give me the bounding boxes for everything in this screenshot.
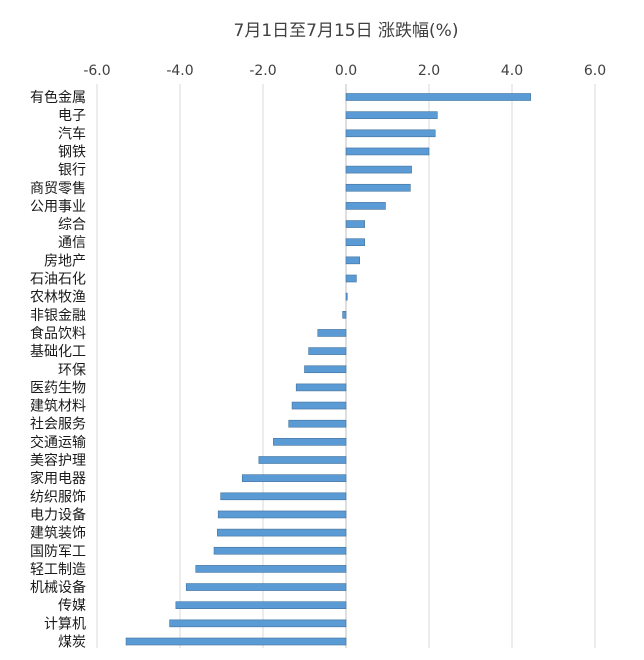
x-tick-label: -6.0 bbox=[83, 63, 110, 79]
bar bbox=[345, 93, 531, 101]
category-label: 轻工制造 bbox=[30, 562, 86, 578]
bar bbox=[295, 383, 347, 392]
bar bbox=[291, 401, 347, 410]
category-label: 煤炭 bbox=[58, 635, 86, 651]
category-label: 通信 bbox=[58, 235, 86, 251]
category-label: 银行 bbox=[58, 163, 86, 179]
category-label: 有色金属 bbox=[30, 89, 86, 106]
category-label: 房地产 bbox=[44, 253, 86, 269]
category-label: 建筑装饰 bbox=[30, 526, 86, 542]
bar bbox=[241, 474, 347, 482]
category-labels: 有色金属电子汽车钢铁银行商贸零售公用事业综合通信房地产石油石化农林牧渔非银金融食… bbox=[30, 89, 86, 651]
category-label: 计算机 bbox=[44, 616, 86, 632]
category-label: 公用事业 bbox=[30, 199, 86, 215]
category-label: 社会服务 bbox=[30, 417, 86, 433]
category-label: 美容护理 bbox=[30, 452, 86, 469]
category-label: 环保 bbox=[58, 362, 86, 378]
category-label: 综合 bbox=[58, 217, 86, 233]
category-label: 机械设备 bbox=[30, 579, 86, 596]
category-label: 基础化工 bbox=[30, 343, 86, 360]
bar bbox=[345, 111, 438, 119]
bar bbox=[345, 183, 411, 192]
bar bbox=[258, 456, 347, 464]
category-label: 农林牧渔 bbox=[30, 290, 86, 306]
x-tick-label: -2.0 bbox=[249, 63, 276, 79]
category-label: 电子 bbox=[58, 108, 86, 124]
bar bbox=[273, 438, 347, 446]
bar bbox=[175, 601, 347, 610]
category-label: 石油石化 bbox=[30, 272, 86, 288]
category-label: 家用电器 bbox=[30, 470, 86, 487]
category-label: 非银金融 bbox=[30, 308, 86, 324]
bar bbox=[345, 220, 365, 228]
bar bbox=[345, 292, 348, 301]
bar bbox=[304, 365, 347, 374]
bar bbox=[345, 274, 357, 283]
bar bbox=[169, 619, 347, 628]
x-axis-ticks: -6.0 -4.0 -2.0 0.0 2.0 4.0 6.0 bbox=[83, 63, 606, 79]
bar bbox=[308, 347, 347, 355]
bar bbox=[195, 565, 347, 573]
category-label: 食品饮料 bbox=[30, 325, 86, 342]
x-tick-label: 4.0 bbox=[501, 63, 523, 79]
bar bbox=[342, 310, 347, 319]
category-label: 汽车 bbox=[58, 125, 86, 142]
bar bbox=[185, 583, 347, 591]
bar bbox=[213, 546, 347, 555]
category-label: 国防军工 bbox=[30, 544, 86, 560]
bar bbox=[345, 202, 386, 210]
bar bbox=[217, 528, 347, 537]
bar bbox=[345, 165, 412, 174]
category-label: 电力设备 bbox=[30, 506, 86, 523]
bar bbox=[288, 419, 347, 428]
bar bbox=[317, 329, 347, 337]
category-label: 传媒 bbox=[58, 598, 86, 614]
category-label: 纺织服饰 bbox=[30, 489, 86, 505]
bar bbox=[345, 147, 430, 156]
bars bbox=[125, 93, 531, 646]
x-tick-label: 0.0 bbox=[335, 63, 357, 79]
category-label: 建筑材料 bbox=[30, 399, 86, 415]
bar bbox=[217, 510, 347, 519]
category-label: 钢铁 bbox=[58, 144, 86, 160]
bar bbox=[220, 492, 347, 501]
category-label: 商贸零售 bbox=[30, 181, 86, 197]
bar bbox=[345, 129, 436, 138]
grid-layer bbox=[96, 84, 596, 648]
bar bbox=[345, 238, 365, 246]
category-label: 医药生物 bbox=[30, 380, 86, 396]
x-tick-label: 2.0 bbox=[418, 63, 440, 79]
chart-title: 7月1日至7月15日 涨跌幅(%) bbox=[234, 21, 459, 41]
bar bbox=[345, 256, 360, 265]
category-label: 交通运输 bbox=[30, 434, 86, 451]
bar bbox=[125, 637, 347, 646]
x-tick-label: 6.0 bbox=[584, 63, 606, 79]
x-tick-label: -4.0 bbox=[166, 63, 193, 79]
